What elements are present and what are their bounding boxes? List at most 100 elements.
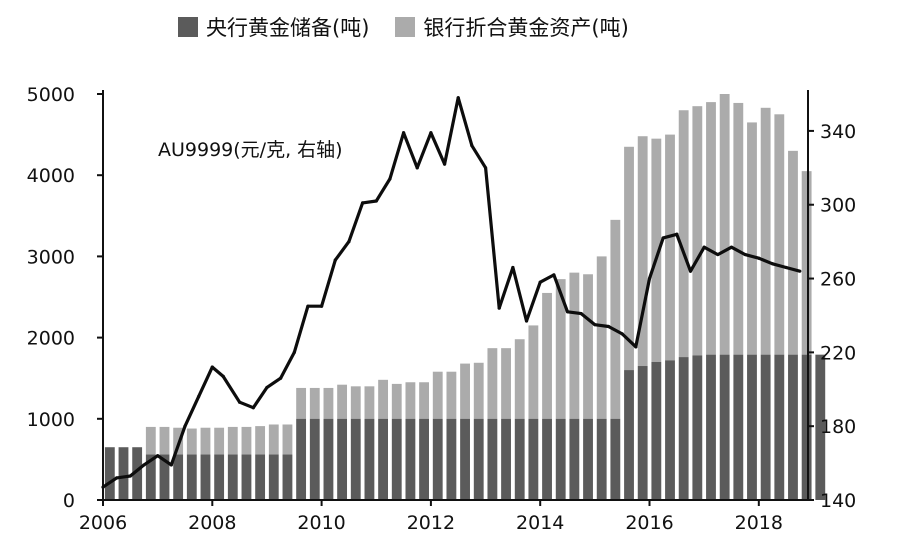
price-point <box>620 332 624 336</box>
bar-bank-gold <box>350 386 361 419</box>
bar-bank-gold <box>610 219 621 419</box>
bar-central-bank <box>104 447 115 500</box>
price-point <box>647 276 652 281</box>
bar-central-bank <box>487 418 498 500</box>
bar-bank-gold <box>186 428 197 455</box>
bar-central-bank <box>173 454 184 500</box>
bar-bank-gold <box>473 362 484 419</box>
bar-bank-gold <box>145 426 156 455</box>
price-point <box>511 265 515 270</box>
price-point <box>483 166 488 170</box>
bar-bank-gold <box>446 371 457 419</box>
bar-bank-gold <box>583 274 593 419</box>
x-tick-label: 2016 <box>625 512 673 534</box>
y-left-tick-label: 5000 <box>27 84 75 106</box>
price-point <box>333 258 337 262</box>
bar-central-bank <box>460 418 470 500</box>
x-tick-label: 2018 <box>735 512 783 534</box>
price-point <box>360 201 365 205</box>
legend-swatch-bank-gold <box>395 17 416 37</box>
price-point <box>688 269 693 273</box>
price-point <box>320 304 324 308</box>
bar-central-bank <box>555 418 566 500</box>
bar-bank-gold <box>528 325 539 419</box>
price-point <box>538 280 542 284</box>
legend: 央行黄金储备(吨) 银行折合黄金资产(吨) <box>178 12 629 42</box>
bar-central-bank <box>542 418 552 500</box>
bar-central-bank <box>583 418 593 500</box>
price-point <box>770 262 775 266</box>
bar-bank-gold <box>214 427 225 455</box>
bar-central-bank <box>186 454 197 500</box>
line-annotation: AU9999(元/克, 右轴) <box>158 139 343 161</box>
y-left-tick-label: 4000 <box>27 165 75 187</box>
bar-bank-gold <box>651 138 662 362</box>
y-left-tick-label: 2000 <box>27 328 75 350</box>
price-point <box>442 162 447 166</box>
bar-bank-gold <box>241 426 252 455</box>
price-point <box>401 131 406 135</box>
bar-central-bank <box>296 418 307 500</box>
bar-bank-gold <box>542 292 552 419</box>
price-point <box>169 463 173 467</box>
bar-central-bank <box>350 418 361 500</box>
bar-central-bank <box>145 454 156 500</box>
price-point <box>347 240 351 244</box>
legend-label-central-bank: 央行黄金储备(吨) <box>206 16 370 40</box>
bar-central-bank <box>733 354 744 500</box>
bar-central-bank <box>692 355 703 500</box>
price-point <box>183 424 187 428</box>
bar-bank-gold <box>255 426 266 455</box>
y-right-tick-label: 260 <box>820 269 856 291</box>
price-point <box>729 245 734 249</box>
price-point <box>757 256 761 260</box>
bar-central-bank <box>801 354 812 500</box>
bar-central-bank <box>268 454 279 500</box>
bar-bank-gold <box>364 386 375 419</box>
price-point <box>210 365 214 369</box>
bar-central-bank <box>651 361 662 500</box>
bar-bank-gold <box>268 424 279 455</box>
legend-label-bank-gold: 银行折合黄金资产(吨) <box>423 16 629 40</box>
bar-bank-gold <box>501 348 511 419</box>
bar-central-bank <box>309 418 320 500</box>
legend-item-central-bank: 央行黄金储备(吨) <box>178 12 369 42</box>
bar-bank-gold <box>733 102 744 355</box>
price-point <box>456 96 460 100</box>
bar-bank-gold <box>706 102 716 355</box>
bar-central-bank <box>624 370 634 500</box>
bar-central-bank <box>678 357 689 500</box>
bar-central-bank <box>118 447 129 500</box>
bar-bank-gold <box>391 383 402 419</box>
bar-central-bank <box>282 454 293 500</box>
y-right-tick-label: 220 <box>820 342 856 364</box>
price-point <box>101 485 105 489</box>
x-tick-label: 2010 <box>297 512 345 534</box>
y-right-tick-label: 300 <box>820 195 856 217</box>
bar-central-bank <box>391 418 402 500</box>
price-point <box>634 345 638 349</box>
price-point <box>265 385 269 390</box>
bar-bank-gold <box>760 107 771 355</box>
price-point <box>497 306 501 310</box>
bar-bank-gold <box>432 371 443 419</box>
bar-bank-gold <box>801 171 812 355</box>
bar-central-bank <box>774 354 785 500</box>
bar-bank-gold <box>624 146 634 371</box>
bar-central-bank <box>227 454 238 500</box>
bar-bank-gold <box>296 387 307 419</box>
bar-central-bank <box>473 418 484 500</box>
bar-bank-gold <box>555 279 566 419</box>
bar-bank-gold <box>569 272 580 419</box>
price-point <box>606 324 611 329</box>
bar-central-bank <box>760 354 771 500</box>
price-point <box>238 400 242 404</box>
bar-central-bank <box>665 360 675 500</box>
bar-bank-gold <box>678 110 689 358</box>
price-point <box>579 312 583 316</box>
bar-central-bank <box>569 418 580 500</box>
bars-layer <box>104 94 826 500</box>
bar-central-bank <box>214 454 225 500</box>
bar-bank-gold <box>747 122 757 355</box>
bar-central-bank <box>419 418 429 500</box>
